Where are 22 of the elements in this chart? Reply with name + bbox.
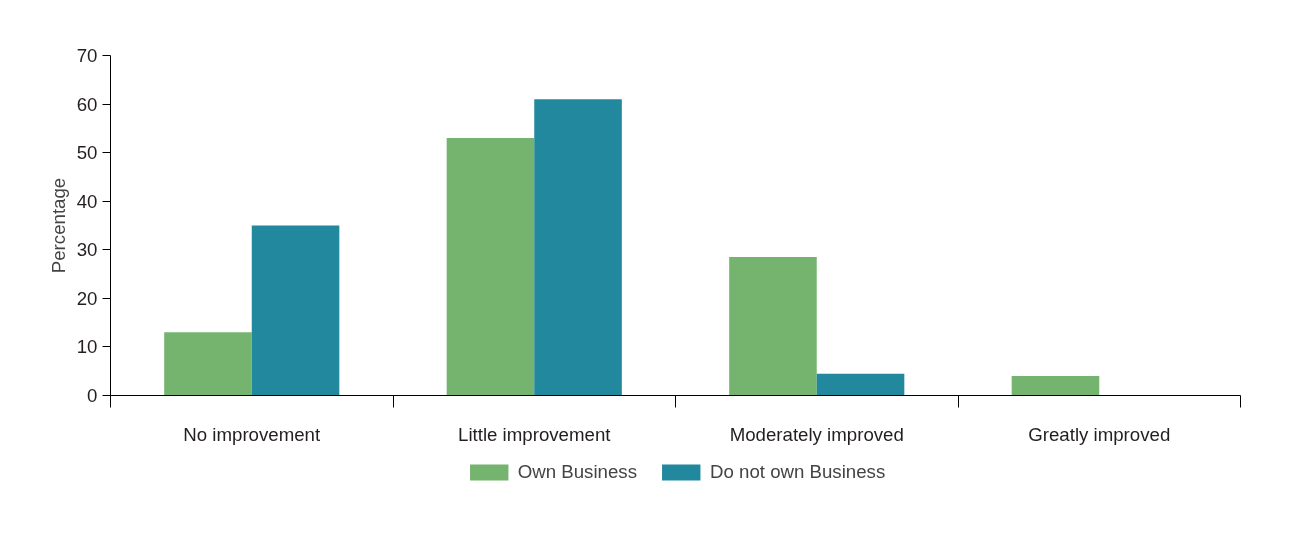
x-tick-label: Little improvement [458,423,612,445]
y-tick-label: 50 [76,142,98,164]
y-tick-label: 20 [76,287,98,309]
bar [816,373,905,396]
x-tick-label: Moderately improved [729,423,904,445]
bar [251,225,340,396]
legend-label: Own Business [517,461,637,483]
y-tick-label: 0 [87,385,98,406]
x-tick-label: Greatly improved [1028,423,1171,445]
bar [446,138,535,396]
y-axis-title: Percentage [47,177,69,274]
bar [729,257,817,396]
bar [1011,376,1100,396]
y-tick-label: 30 [76,239,98,261]
bar [164,332,252,396]
y-tick-label: 70 [76,45,98,66]
y-tick-label: 40 [76,190,98,212]
x-tick-label: No improvement [183,423,321,445]
y-tick-label: 10 [76,336,98,358]
bar [534,99,622,396]
legend-label: Do not own Business [709,461,886,483]
y-tick-label: 60 [76,93,98,115]
